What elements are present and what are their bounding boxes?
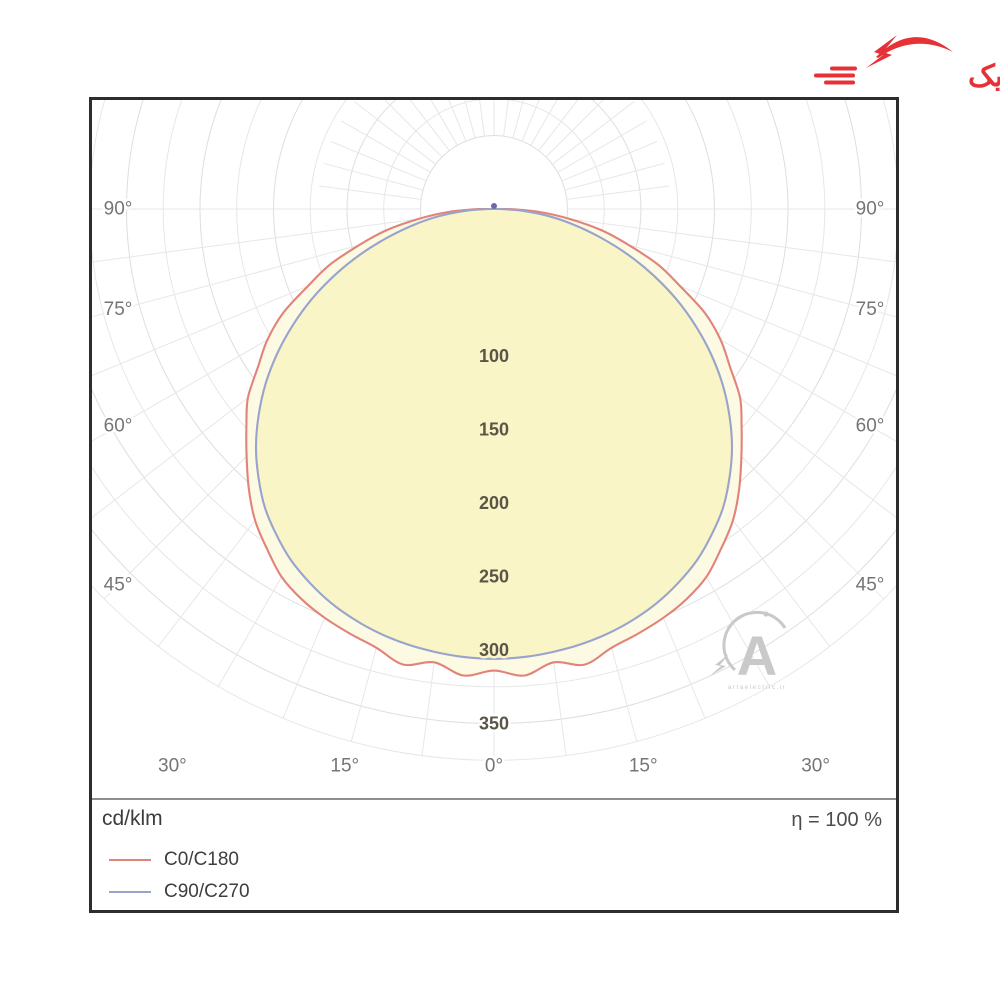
photometric-chart-frame: A artaelectric.ir 90° 75° 60° 45° 90° 75° 60° 4… [89,97,899,913]
radial-label: 150 [479,420,509,440]
watermark: A artaelectric.ir [710,610,787,691]
polar-grid-ray [545,100,604,158]
legend: cd/klm η = 100 % C0/C180 C90/C270 [92,798,896,910]
watermark-caption: artaelectric.ir [728,684,786,691]
polar-chart-svg: A artaelectric.ir 90° 75° 60° 45° 90° 75° 60° 4… [92,100,896,779]
radial-label: 100 [479,346,509,366]
polar-grid-ray [323,162,424,191]
polar-grid-ray [92,227,424,318]
angle-label-bottom: 15° [629,756,658,777]
polar-grid-ray [503,100,509,137]
logo-swoosh-icon [876,37,953,58]
angle-label-left: 45° [104,575,133,596]
angle-label-bottom: 30° [801,756,830,777]
angle-label-left: 60° [104,416,133,437]
polar-grid-ray [330,141,427,182]
polar-grid-ray [566,218,896,263]
angle-label-right: 90° [856,199,885,220]
polar-grid-ray [430,100,458,146]
polar-grid-ray [521,100,540,142]
angle-label-right: 75° [856,299,885,320]
polar-grid-ray [384,100,443,158]
polar-grid-ray [538,100,579,152]
watermark-dot-icon [763,611,769,617]
legend-item-label: C90/C270 [164,881,250,902]
legend-swatch-c90-c270 [109,891,151,893]
polar-grid-ray [557,120,648,173]
polar-grid-ray [340,120,431,173]
angle-label-right: 60° [856,416,885,437]
legend-item-label: C0/C180 [164,849,239,870]
polar-grid-ray [561,141,658,182]
radial-label: 250 [479,567,509,587]
polar-grid-ray [512,100,524,139]
polar-grid-ray [564,162,665,191]
radial-label: 350 [479,714,509,734]
polar-grid-ray [464,100,476,139]
radial-label: 200 [479,493,509,513]
polar-grid-ray [530,100,558,146]
angle-label-left: 75° [104,299,133,320]
logo-speed-lines-icon [814,66,857,85]
brand-logo-graphic: آرتاالکتریک [814,35,1000,94]
angle-label-left: 90° [104,199,133,220]
polar-grid-ray [409,100,450,152]
legend-swatch-c0-c180 [109,859,151,861]
legend-item-c0-c180: C0/C180 [109,849,239,871]
polar-grid-ray [319,185,422,200]
angle-label-bottom: 30° [158,756,187,777]
polar-grid-ray [566,185,669,200]
logo-brand-text: آرتاالکتریک [968,56,1000,94]
angle-label-right: 45° [856,575,885,596]
legend-item-c90-c270: C90/C270 [109,881,250,903]
logo-bolt-icon [866,35,897,68]
angle-label-bottom: 15° [330,756,359,777]
polar-grid-ray [551,101,635,165]
brand-logo: آرتاالکتریک [806,10,1000,102]
watermark-letter: A [737,624,777,687]
curve-apex-dot [491,203,497,209]
polar-grid-ray [448,100,467,142]
watermark-bolt-icon [710,654,729,676]
polar-grid-ray [479,100,485,137]
radial-label: 300 [479,640,509,660]
polar-grid-ray [353,101,437,165]
angle-label-bottom: 0° [485,756,503,777]
polar-grid-ray [564,227,896,318]
curve-c90-c270 [254,207,734,660]
efficiency-label: η = 100 % [791,809,882,831]
units-label: cd/klm [102,807,163,830]
polar-grid-ray [92,218,422,263]
